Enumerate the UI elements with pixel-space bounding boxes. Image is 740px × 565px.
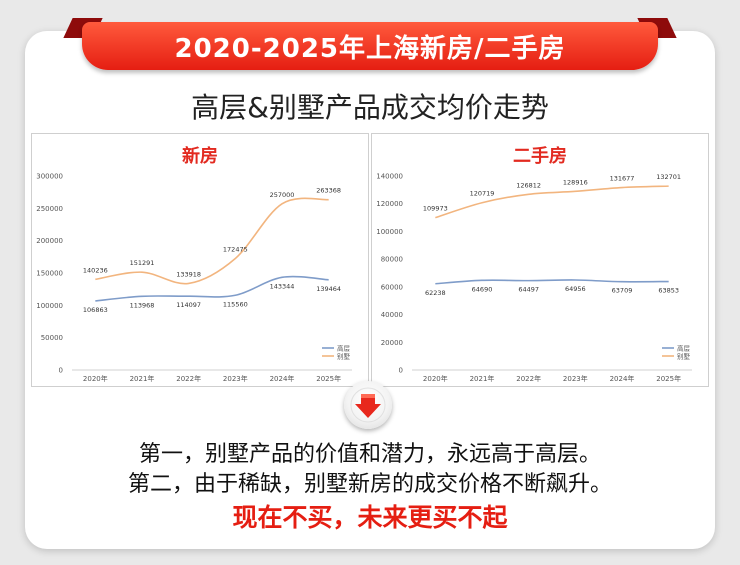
down-arrow-icon: [344, 381, 392, 429]
y-tick-label: 120000: [376, 200, 403, 208]
second-hand-chart: 二手房 0 20000 40000 60000 80000 100000 120000 140…: [371, 133, 709, 387]
data-label: 126812: [516, 181, 541, 189]
y-tick-label: 140000: [376, 173, 403, 181]
data-label: 263368: [316, 187, 341, 195]
data-label: 115560: [223, 300, 248, 308]
data-label: 151291: [130, 259, 155, 267]
legend-label: 高层: [677, 343, 691, 352]
data-label: 113968: [130, 301, 155, 309]
y-tick-label: 0: [59, 367, 63, 375]
data-label: 120719: [470, 190, 495, 198]
data-label: 114097: [176, 301, 201, 309]
series-line-gaoceng: [435, 279, 669, 285]
series-line-bieshu: [435, 185, 669, 219]
page-subtitle: 高层&别墅产品成交均价走势: [191, 91, 549, 124]
second-hand-chart-svg: 0 20000 40000 60000 80000 100000 120000 140000 2…: [376, 173, 692, 383]
data-label: 132701: [656, 173, 681, 181]
x-tick-label: 2022年: [516, 374, 541, 383]
x-tick-label: 2024年: [610, 374, 635, 383]
y-tick-label: 80000: [381, 256, 403, 264]
legend-label: 高层: [337, 343, 351, 352]
conclusion-line-2: 第二，由于稀缺，别墅新房的成交价格不断飙升。: [127, 472, 612, 497]
y-tick-label: 300000: [36, 173, 63, 181]
legend-label: 别墅: [337, 351, 351, 360]
y-tick-label: 20000: [381, 339, 403, 347]
y-tick-label: 150000: [36, 270, 63, 278]
data-label: 131677: [610, 175, 635, 183]
x-tick-label: 2024年: [270, 374, 295, 383]
y-tick-label: 200000: [36, 237, 63, 245]
y-tick-label: 100000: [376, 228, 403, 236]
data-label: 63709: [612, 287, 633, 295]
x-tick-label: 2025年: [316, 374, 341, 383]
banner-title: 2020-2025年上海新房/二手房: [82, 22, 658, 70]
data-label: 172475: [223, 245, 248, 253]
data-label: 106863: [83, 306, 108, 314]
chart-title: 新房: [182, 146, 218, 167]
data-label: 64956: [565, 285, 586, 293]
x-tick-label: 2021年: [130, 374, 155, 383]
y-tick-label: 50000: [41, 334, 63, 342]
data-label: 128916: [563, 178, 588, 186]
data-label: 143344: [270, 282, 295, 290]
data-label: 62238: [425, 289, 446, 297]
data-label: 109973: [423, 205, 448, 213]
data-label: 257000: [270, 191, 295, 199]
title-banner: 2020-2025年上海新房/二手房: [60, 16, 680, 76]
x-tick-label: 2023年: [223, 374, 248, 383]
legend-label: 别墅: [677, 351, 691, 360]
series-line-gaoceng: [95, 275, 329, 302]
y-tick-label: 250000: [36, 205, 63, 213]
x-tick-label: 2022年: [176, 374, 201, 383]
y-tick-label: 0: [399, 367, 403, 375]
data-label: 133918: [176, 270, 201, 278]
data-label: 63853: [658, 287, 679, 295]
x-tick-label: 2025年: [656, 374, 681, 383]
y-tick-label: 100000: [36, 302, 63, 310]
data-label: 64497: [518, 286, 539, 294]
data-label: 64690: [472, 285, 493, 293]
new-house-chart-svg: 0 50000 100000 150000 200000 250000 300000 2020…: [36, 173, 352, 383]
x-tick-label: 2021年: [470, 374, 495, 383]
series-line-bieshu: [95, 197, 329, 285]
conclusion-highlight: 现在不买，未来更买不起: [232, 503, 508, 532]
new-house-chart: 新房 0 50000 100000 150000 200000 250000 300000 2…: [31, 133, 369, 387]
chart-title: 二手房: [513, 146, 567, 167]
y-tick-label: 60000: [381, 283, 403, 291]
conclusion-line-1: 第一，别墅产品的价值和潜力，永远高于高层。: [138, 442, 601, 467]
data-label: 140236: [83, 266, 108, 274]
data-label: 139464: [316, 285, 341, 293]
y-tick-label: 40000: [381, 311, 403, 319]
x-tick-label: 2023年: [563, 374, 588, 383]
x-tick-label: 2020年: [423, 374, 448, 383]
x-tick-label: 2020年: [83, 374, 108, 383]
